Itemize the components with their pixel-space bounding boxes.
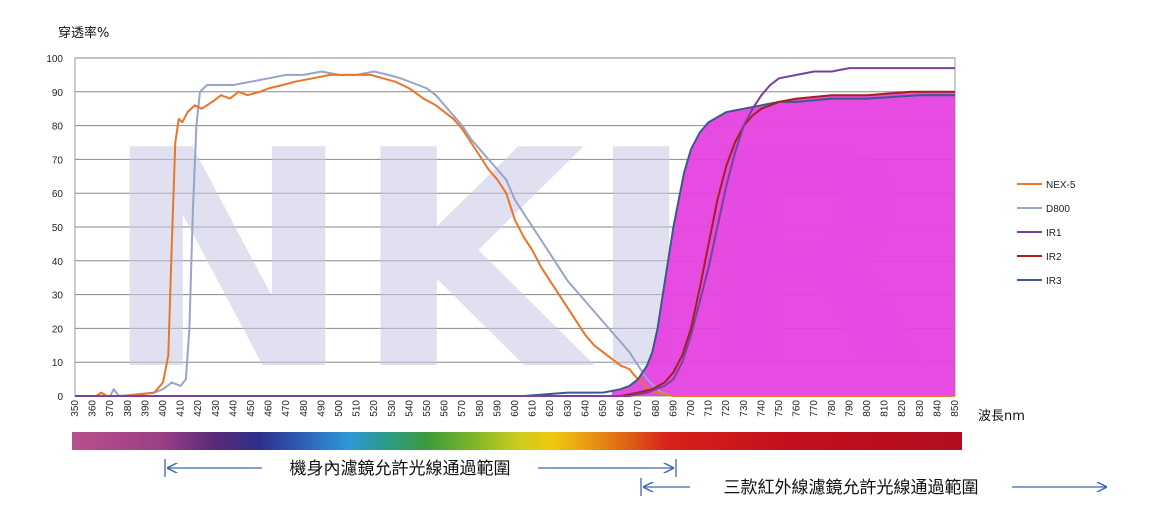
x-tick-label: 650 (598, 400, 609, 417)
x-tick-label: 740 (756, 400, 767, 417)
x-tick-label: 850 (950, 400, 961, 417)
x-tick-label: 720 (721, 400, 732, 417)
spectrum-bar (72, 432, 962, 450)
range-infrared-label: 三款紅外線濾鏡允許光線通過範圍 (724, 478, 979, 498)
legend-label: IR1 (1046, 228, 1062, 239)
x-tick-label: 350 (70, 400, 81, 417)
x-tick-label: 580 (475, 400, 486, 417)
x-tick-label: 420 (193, 400, 204, 417)
legend-label: IR2 (1046, 252, 1062, 263)
x-tick-label: 810 (880, 400, 891, 417)
x-tick-label: 520 (369, 400, 380, 417)
series-line-ir3 (75, 94, 955, 397)
x-tick-label: 710 (704, 400, 715, 417)
x-tick-label: 800 (862, 400, 873, 417)
x-tick-label: 410 (176, 400, 187, 417)
x-tick-label: 610 (528, 400, 539, 417)
x-tick-label: 620 (545, 400, 556, 417)
x-tick-label: 560 (440, 400, 451, 417)
x-tick-label: 640 (580, 400, 591, 417)
series-line-d800 (75, 70, 955, 397)
infrared-fill-area (611, 91, 955, 397)
x-tick-label: 470 (281, 400, 292, 417)
x-tick-label: 750 (774, 400, 785, 417)
x-tick-label: 530 (387, 400, 398, 417)
legend-item: IR1 (1017, 228, 1062, 239)
x-tick-label: 400 (158, 400, 169, 417)
x-tick-label: 360 (88, 400, 99, 417)
x-tick-label: 600 (510, 400, 521, 417)
x-tick-labels: 350 360 370 380 390 400 410 420 430 440 450 460 470 4… (70, 400, 961, 417)
legend-item: IR2 (1017, 252, 1062, 263)
y-tick-label: 100 (46, 54, 63, 65)
x-tick-label: 790 (844, 400, 855, 417)
x-tick-label: 430 (211, 400, 222, 417)
legend-item: D800 (1017, 204, 1070, 215)
y-tick-labels: 0 10 20 30 40 50 60 70 80 90 100 (46, 54, 63, 403)
legend-item: NEX-5 (1017, 180, 1076, 191)
x-tick-label: 730 (739, 400, 750, 417)
x-tick-label: 660 (616, 400, 627, 417)
legend-item: IR3 (1017, 276, 1062, 287)
x-tick-label: 480 (299, 400, 310, 417)
x-tick-label: 460 (264, 400, 275, 417)
legend: NEX-5 D800 IR1 IR2 IR3 (1017, 180, 1076, 287)
x-tick-label: 830 (915, 400, 926, 417)
x-tick-label: 450 (246, 400, 257, 417)
x-tick-label: 570 (457, 400, 468, 417)
y-tick-label: 70 (52, 155, 64, 166)
range-visible-label: 機身內濾鏡允許光線通過範圍 (290, 459, 511, 479)
y-axis-title: 穿透率% (58, 25, 109, 41)
x-tick-label: 690 (668, 400, 679, 417)
x-tick-label: 630 (563, 400, 574, 417)
x-tick-label: 670 (633, 400, 644, 417)
y-tick-label: 10 (52, 358, 64, 369)
y-tick-label: 50 (52, 223, 64, 234)
x-tick-label: 510 (352, 400, 363, 417)
y-tick-label: 20 (52, 324, 64, 335)
x-tick-label: 780 (827, 400, 838, 417)
y-tick-label: 0 (57, 392, 63, 403)
x-tick-label: 590 (492, 400, 503, 417)
x-tick-label: 550 (422, 400, 433, 417)
x-axis-title: 波長nm (978, 409, 1025, 424)
x-tick-label: 680 (651, 400, 662, 417)
x-tick-label: 770 (809, 400, 820, 417)
x-tick-label: 380 (123, 400, 134, 417)
legend-label: D800 (1046, 204, 1070, 215)
x-tick-label: 500 (334, 400, 345, 417)
x-tick-label: 700 (686, 400, 697, 417)
y-tick-label: 40 (52, 257, 64, 268)
legend-label: IR3 (1046, 276, 1062, 287)
x-tick-label: 540 (404, 400, 415, 417)
x-tick-label: 370 (105, 400, 116, 417)
x-tick-label: 390 (140, 400, 151, 417)
x-tick-label: 840 (932, 400, 943, 417)
x-tick-label: 440 (228, 400, 239, 417)
y-tick-label: 90 (52, 88, 64, 99)
series-line-ir1 (75, 67, 955, 397)
y-tick-label: 80 (52, 122, 64, 133)
series-line-ir2 (75, 90, 955, 397)
series-line-nex5 (75, 73, 955, 397)
y-tick-label: 60 (52, 189, 64, 200)
series-layer (75, 67, 955, 397)
legend-label: NEX-5 (1046, 180, 1076, 191)
range-infrared: 三款紅外線濾鏡允許光線通過範圍 (640, 478, 1106, 498)
range-visible: 機身內濾鏡允許光線通過範圍 (164, 459, 677, 479)
x-tick-label: 490 (316, 400, 327, 417)
x-tick-label: 760 (792, 400, 803, 417)
x-tick-label: 820 (897, 400, 908, 417)
y-tick-label: 30 (52, 291, 64, 302)
